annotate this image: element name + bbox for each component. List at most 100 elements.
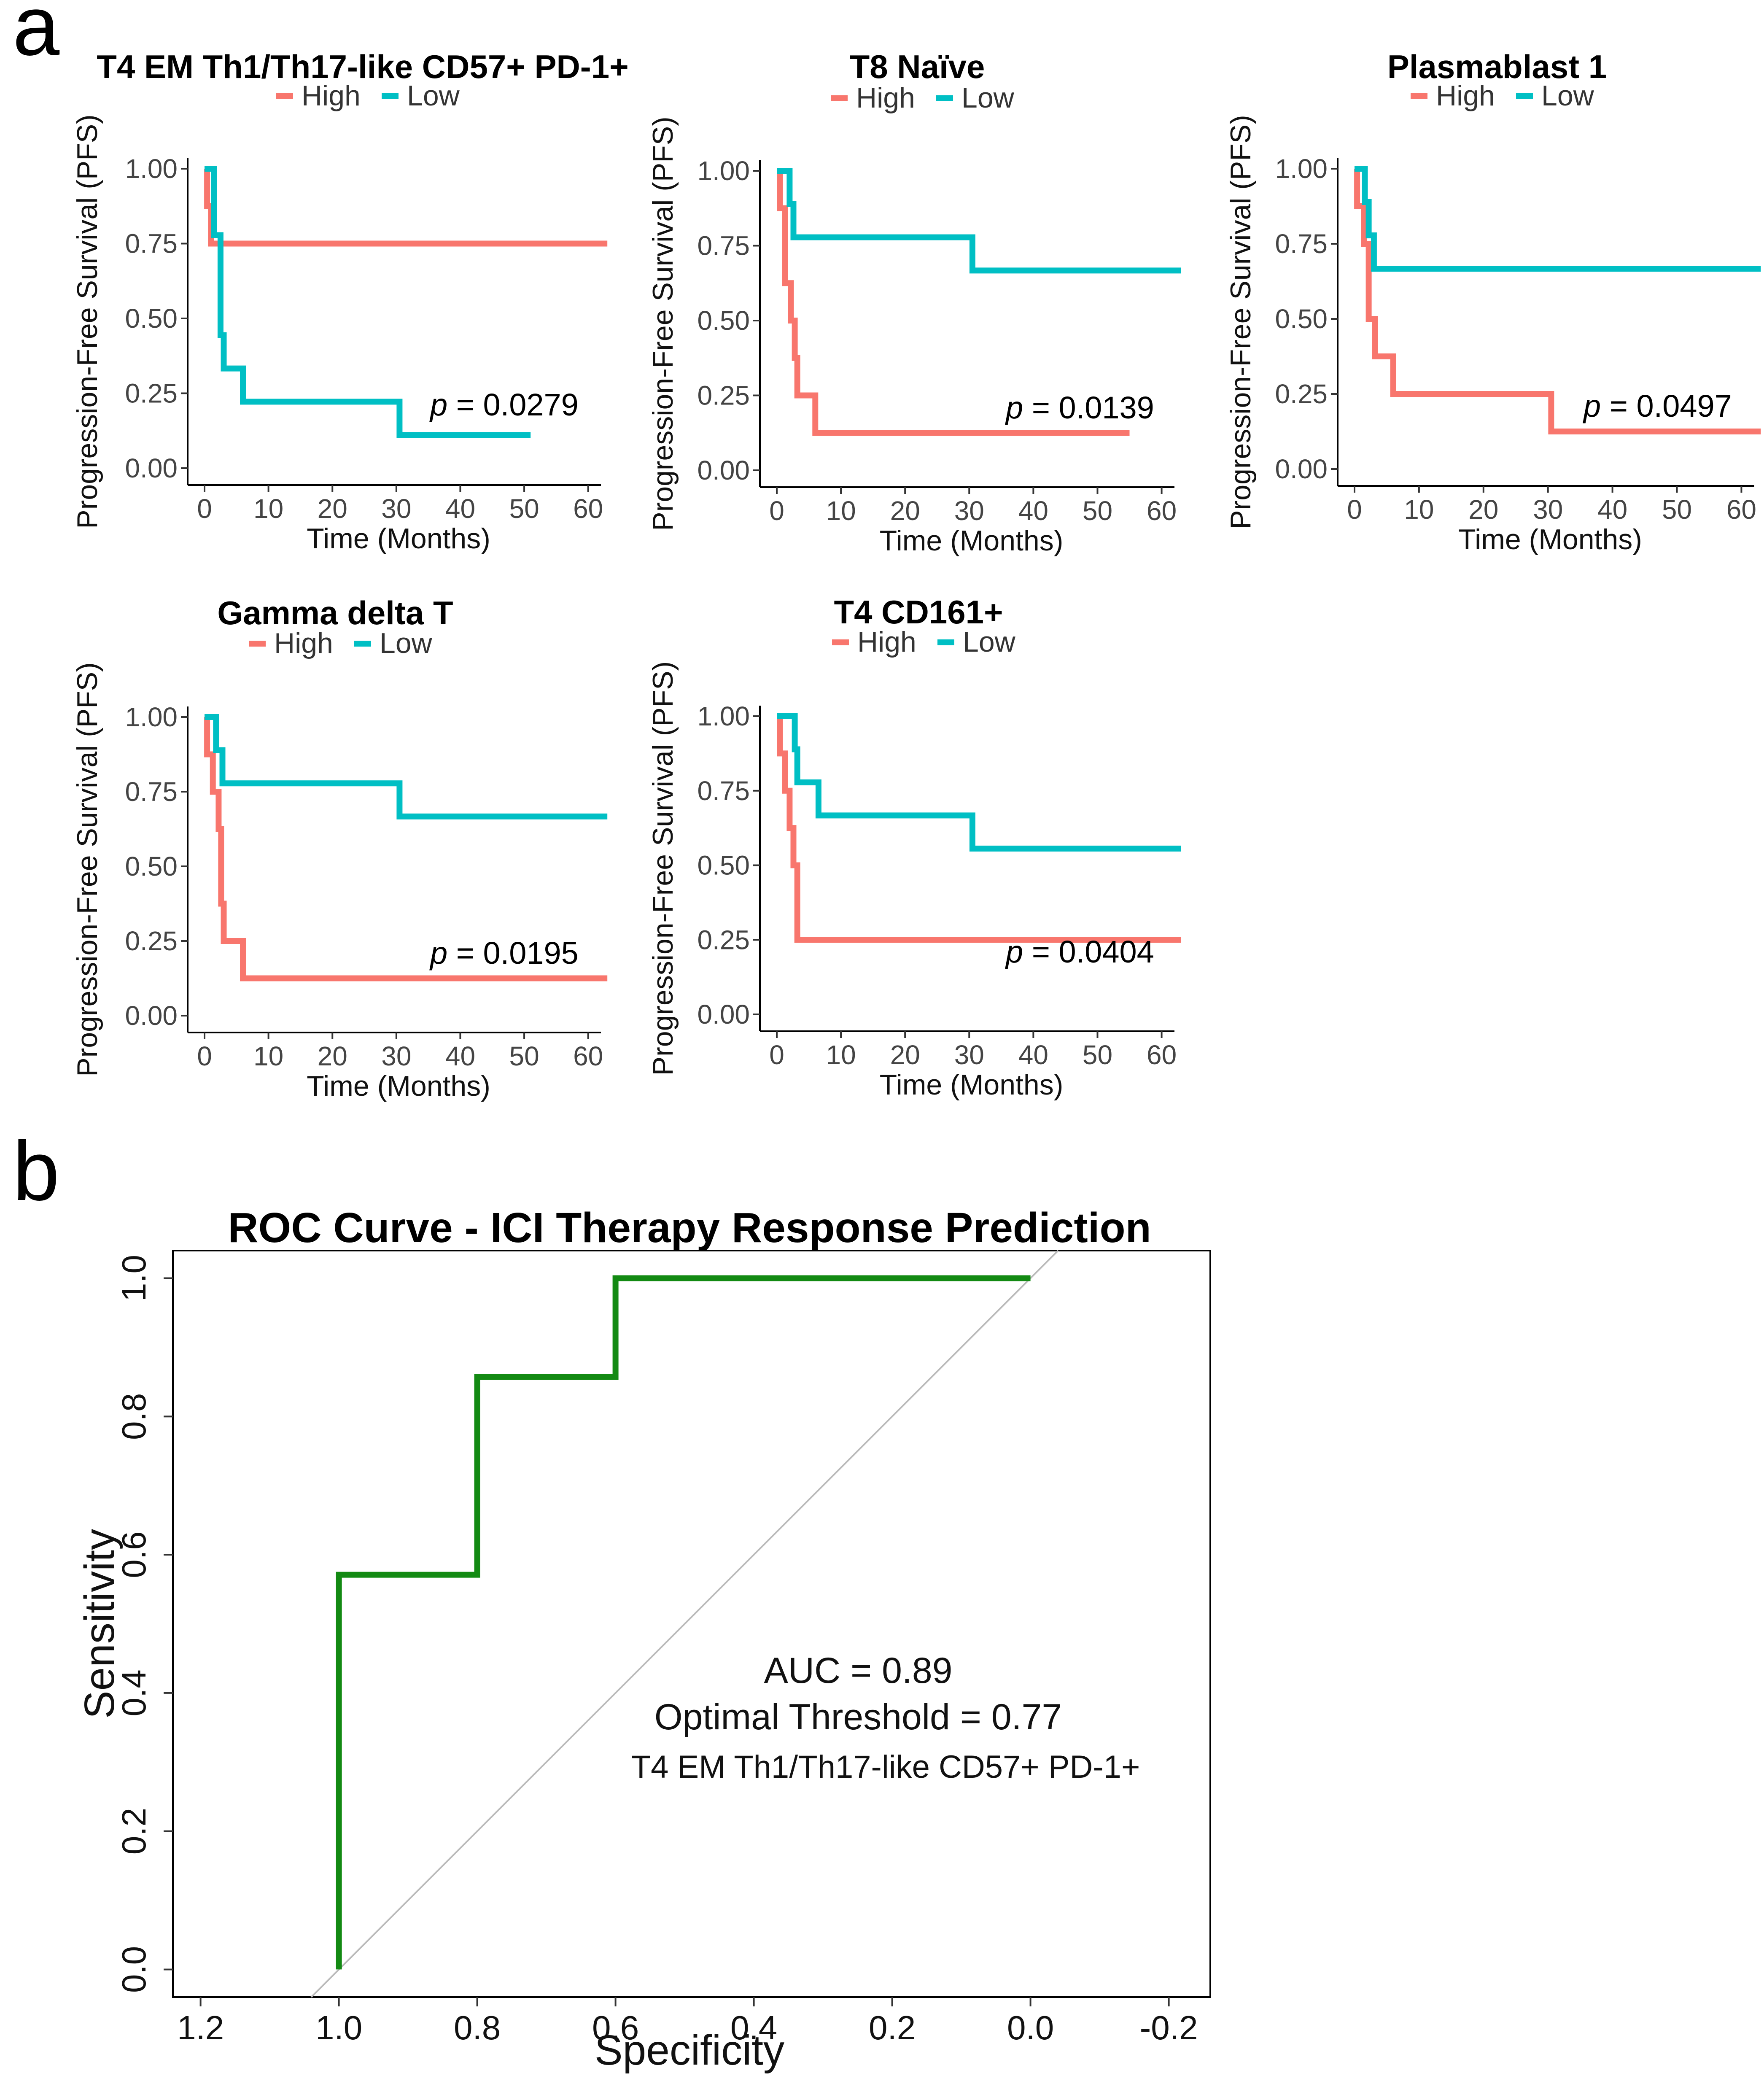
x-tick-label: 60	[1147, 1040, 1177, 1070]
km-title: T4 CD161+	[834, 593, 1003, 631]
legend-label-low: Low	[407, 80, 460, 112]
x-tick-label: 0	[1347, 494, 1362, 525]
roc-reference-line	[310, 1250, 1059, 1998]
x-tick-label: 0	[197, 1041, 212, 1071]
x-tick-label: 30	[381, 1041, 411, 1071]
x-tick-label: 40	[1018, 1040, 1048, 1070]
x-tick-label: 60	[573, 493, 603, 524]
y-axis-label: Progression-Free Survival (PFS)	[71, 662, 103, 1076]
y-tick-label: 0.00	[125, 453, 178, 483]
x-tick-label: 50	[509, 493, 539, 524]
y-tick-label: 0.75	[125, 229, 178, 259]
x-tick-label: 30	[954, 1040, 984, 1070]
x-tick-label: 40	[445, 493, 475, 524]
x-tick-label: 10	[253, 1041, 283, 1071]
roc-y-axis-label: Sensitivity	[76, 1529, 123, 1719]
roc-x-tick-label: 0.2	[869, 2009, 916, 2046]
x-tick-label: 10	[1404, 494, 1434, 525]
x-tick-label: 60	[573, 1041, 603, 1071]
x-tick-label: 10	[826, 1040, 856, 1070]
x-tick-label: 40	[1597, 494, 1627, 525]
x-tick-label: 60	[1147, 496, 1177, 526]
x-tick-label: 10	[826, 496, 856, 526]
legend-label-low: Low	[963, 626, 1016, 658]
km-curve-low	[205, 714, 608, 820]
roc-x-tick-label: 0.4	[730, 2009, 777, 2046]
y-tick-label: 0.00	[697, 455, 750, 485]
x-tick-label: 40	[445, 1041, 475, 1071]
x-axis-label: Time (Months)	[307, 523, 490, 555]
y-tick-label: 1.00	[125, 702, 178, 732]
y-tick-label: 1.00	[697, 156, 750, 186]
roc-x-tick-label: 1.2	[177, 2009, 224, 2046]
km-curve-low	[205, 166, 531, 438]
km-title: Plasmablast 1	[1387, 48, 1607, 85]
x-tick-label: 50	[509, 1041, 539, 1071]
x-tick-label: 0	[197, 493, 212, 524]
x-tick-label: 20	[318, 1041, 347, 1071]
y-tick-label: 0.75	[697, 231, 750, 261]
legend-label-high: High	[302, 80, 361, 112]
y-tick-label: 0.00	[125, 1000, 178, 1031]
legend-label-high: High	[1436, 80, 1495, 112]
x-tick-label: 0	[769, 496, 784, 526]
y-tick-label: 0.50	[125, 303, 178, 334]
km-curve-low	[1355, 166, 1761, 272]
roc-panel: ROC Curve - ICI Therapy Response Predict…	[76, 1204, 1211, 2074]
x-tick-label: 30	[381, 493, 411, 524]
km-curve-high	[777, 713, 1181, 943]
y-tick-label: 0.25	[125, 378, 178, 409]
p-value: p = 0.0195	[429, 936, 579, 971]
x-axis-label: Time (Months)	[1458, 523, 1642, 555]
roc-x-axis-label: Specificity	[595, 2027, 784, 2074]
p-value: p = 0.0139	[1005, 390, 1154, 425]
y-axis-label: Progression-Free Survival (PFS)	[647, 116, 679, 531]
km-curve-high	[204, 714, 608, 981]
roc-auc-label: AUC = 0.89	[764, 1650, 953, 1691]
km-curve-low	[777, 168, 1181, 274]
panel-label-a: a	[13, 0, 60, 73]
y-axis-label: Progression-Free Survival (PFS)	[1225, 115, 1257, 529]
p-value: p = 0.0404	[1005, 934, 1154, 969]
km-title: T8 Naïve	[850, 48, 985, 85]
y-tick-label: 0.75	[1275, 229, 1328, 259]
x-tick-label: 60	[1726, 494, 1756, 525]
y-tick-label: 0.25	[125, 926, 178, 956]
roc-subset-label: T4 EM Th1/Th17-like CD57+ PD-1+	[631, 1749, 1140, 1785]
y-axis-label: Progression-Free Survival (PFS)	[647, 661, 679, 1076]
y-axis-label: Progression-Free Survival (PFS)	[71, 114, 103, 528]
km-curve-low	[777, 713, 1181, 852]
y-tick-label: 0.50	[697, 850, 750, 881]
x-tick-label: 50	[1083, 496, 1112, 526]
km-curve-high	[777, 168, 1130, 436]
roc-title: ROC Curve - ICI Therapy Response Predict…	[228, 1204, 1151, 1251]
legend-label-high: High	[856, 82, 915, 114]
x-tick-label: 20	[890, 496, 920, 526]
km-legend: High Low	[832, 626, 1016, 658]
roc-x-tick-label: 0.0	[1007, 2009, 1054, 2046]
roc-threshold-label: Optimal Threshold = 0.77	[654, 1697, 1062, 1737]
km-panels: T4 EM Th1/Th17-like CD57+ PD-1+High Low0.…	[71, 48, 1761, 1102]
roc-y-tick-label: 0.2	[115, 1808, 153, 1855]
x-tick-label: 0	[769, 1040, 784, 1070]
x-tick-label: 50	[1083, 1040, 1112, 1070]
roc-x-tick-label: -0.2	[1140, 2009, 1198, 2046]
km-legend: High Low	[276, 80, 460, 112]
x-tick-label: 30	[954, 496, 984, 526]
p-value: p = 0.0497	[1583, 388, 1732, 423]
x-tick-label: 20	[1468, 494, 1498, 525]
legend-label-high: High	[274, 627, 333, 659]
roc-x-tick-label: 0.6	[592, 2009, 639, 2046]
km-plot-1: T4 EM Th1/Th17-like CD57+ PD-1+High Low 0.…	[71, 48, 629, 555]
y-tick-label: 0.75	[697, 776, 750, 806]
roc-y-tick-label: 0.0	[115, 1946, 153, 1993]
legend-label-high: High	[857, 626, 916, 658]
x-axis-label: Time (Months)	[880, 1069, 1064, 1101]
km-legend: High Low	[249, 627, 433, 659]
legend-label-low: Low	[1541, 80, 1594, 112]
km-legend: High Low	[1411, 80, 1594, 112]
legend-label-low: Low	[961, 82, 1015, 114]
y-tick-label: 1.00	[697, 701, 750, 731]
